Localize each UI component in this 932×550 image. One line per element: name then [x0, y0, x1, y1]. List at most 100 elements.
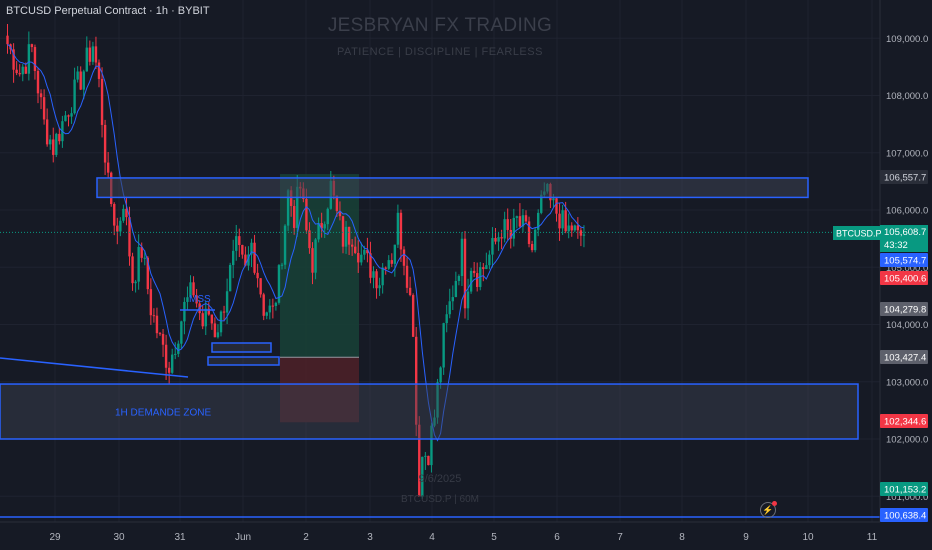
time-tick: 7: [617, 532, 623, 543]
candle-body: [506, 219, 509, 230]
candle-body: [100, 78, 104, 125]
candle-body: [174, 353, 177, 355]
zone-rectangles[interactable]: 1H DEMANDE ZONE: [0, 177, 859, 440]
candle-body: [567, 225, 570, 232]
candle-body: [222, 311, 226, 313]
candle-body: [317, 223, 320, 240]
candle-body: [350, 244, 354, 247]
candle-body: [552, 198, 555, 201]
candle-body: [30, 44, 34, 48]
candle-body: [524, 215, 528, 222]
flash-icon[interactable]: ⚡: [760, 501, 777, 518]
candle-body: [363, 249, 366, 255]
candle-body: [244, 254, 247, 266]
candle-body: [36, 70, 40, 94]
candle-body: [305, 198, 308, 231]
price-tick: 107,000.0: [886, 148, 928, 159]
candle-body: [326, 208, 329, 225]
notification-dot: [772, 501, 777, 506]
candle-body: [402, 249, 406, 266]
candle-body: [311, 248, 314, 273]
trend-lines[interactable]: MSS: [0, 231, 880, 518]
candle-body: [274, 302, 278, 306]
time-tick: 30: [113, 532, 125, 543]
candle-body: [45, 119, 49, 145]
candle-body: [116, 225, 119, 232]
last-price-label-bg: [880, 225, 928, 252]
time-tick: 6: [554, 532, 560, 543]
candle-body: [347, 226, 351, 245]
candle-body: [512, 217, 515, 239]
stop-price-label-bg: [880, 271, 928, 285]
candle-body: [408, 287, 412, 296]
price-tick: 109,000.0: [886, 34, 928, 45]
candle-body: [405, 265, 409, 288]
candle-body: [250, 242, 253, 255]
candle-body: [64, 115, 67, 122]
time-tick: 10: [802, 532, 814, 543]
candle-body: [82, 71, 85, 90]
candle-body: [128, 217, 131, 257]
candle-body: [97, 62, 101, 79]
candle-body: [436, 382, 439, 418]
candle-body: [338, 210, 342, 217]
candle-body: [427, 455, 430, 466]
candle-body: [152, 315, 156, 317]
candle-body: [73, 79, 76, 114]
candle-body: [476, 273, 479, 287]
candle-body: [131, 256, 134, 284]
candle-body: [555, 198, 558, 214]
candle-body: [469, 270, 473, 292]
candle-body: [558, 213, 561, 229]
watermark-title: JESBRYAN FX TRADING: [327, 15, 553, 36]
candle-body: [561, 210, 564, 229]
time-axis[interactable]: 29 30 31 Jun 2 3 4 5 6 7 8 9 10 11: [0, 521, 932, 550]
candle-body: [411, 295, 415, 337]
ma-price-label-bg: [880, 253, 928, 267]
candle-body: [155, 315, 159, 334]
candle-body: [262, 294, 265, 316]
candle-body: [482, 267, 485, 270]
candle-body: [52, 139, 55, 155]
time-tick: 29: [49, 532, 61, 543]
low-a-price-label-bg: [880, 482, 928, 496]
candle-body: [460, 238, 464, 277]
ob-box-upper: [211, 342, 272, 353]
candle-body: [232, 250, 235, 266]
candle-body: [146, 257, 149, 290]
candle-body: [125, 208, 128, 218]
resistance-zone: [96, 177, 809, 199]
resistance-price-label: 106,557.7: [884, 173, 926, 184]
candle-body: [500, 237, 503, 239]
candle-body: [91, 46, 95, 62]
low-b-price-label: 100,638.4: [884, 511, 926, 522]
candle-body: [85, 47, 88, 72]
candle-body: [357, 252, 360, 263]
candle-body: [235, 236, 238, 251]
candle-body: [33, 47, 37, 71]
candle-body: [283, 225, 287, 265]
candle-body: [213, 323, 217, 338]
candle-body: [485, 265, 488, 270]
candle-body: [503, 219, 506, 239]
sl-level-price-label: 102,344.6: [884, 417, 926, 428]
candle-body: [582, 234, 586, 236]
candle-body: [134, 281, 137, 284]
candle-body: [518, 216, 522, 227]
time-tick: 4: [429, 532, 435, 543]
candle-body: [369, 253, 372, 278]
candle-body: [390, 260, 393, 264]
candle-body: [225, 291, 229, 313]
candle-body: [259, 278, 262, 295]
ob-box-lower: [207, 356, 280, 366]
ma-line: [7, 43, 585, 442]
candle-body: [79, 71, 82, 90]
candlesticks[interactable]: [6, 24, 586, 499]
moving-average: [7, 43, 585, 442]
tp-level-price-label: 103,427.4: [884, 353, 926, 364]
candle-body: [164, 344, 168, 368]
candle-body: [15, 69, 18, 74]
trend-line: [0, 357, 189, 378]
candle-body: [323, 224, 326, 229]
